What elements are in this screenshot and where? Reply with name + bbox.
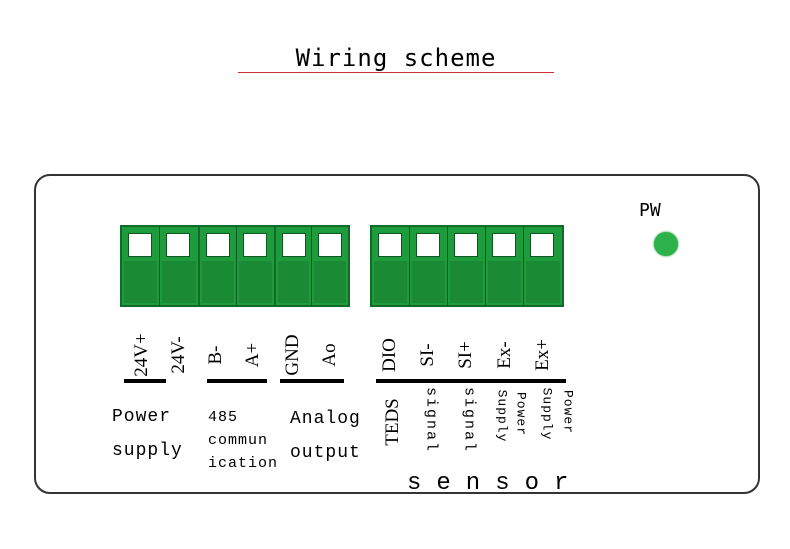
terminal-24v-plus (122, 227, 160, 305)
group-bar-power (124, 379, 166, 383)
terminal-block-analog (274, 225, 350, 307)
terminal-label: A+ (242, 342, 263, 368)
rs485-label: 485 commun ication (208, 409, 279, 472)
terminal-label: Ex- (494, 341, 515, 369)
terminal-label: SI+ (455, 341, 476, 369)
terminal-ao (312, 227, 348, 305)
terminal-a-plus (237, 227, 274, 305)
power-supply-label: Power supply (112, 407, 183, 461)
terminal-label: DIO (379, 338, 400, 372)
sensor-group-label: sensor (407, 470, 584, 497)
sensor-signal-label-2: signal (460, 386, 478, 454)
terminal-ex-minus (486, 227, 524, 305)
terminal-si-plus (448, 227, 486, 305)
terminal-label: SI- (417, 343, 438, 367)
terminal-dio (372, 227, 410, 305)
terminal-b-minus (200, 227, 238, 305)
terminal-label: 24V+ (131, 333, 152, 377)
terminal-label: 24V- (168, 336, 189, 374)
terminal-ex-plus (524, 227, 562, 305)
terminal-si-minus (410, 227, 448, 305)
sensor-exc-minus-label-1: Supply (494, 389, 510, 443)
group-bar-comm (207, 379, 267, 383)
sensor-teds-label: TEDS (382, 398, 403, 446)
diagram-title: Wiring scheme (295, 44, 497, 72)
pw-label: PW (639, 200, 661, 221)
sensor-exc-minus-label-2: Power (513, 391, 529, 437)
group-bar-sensor (376, 379, 566, 383)
analog-output-label: Analog output (290, 409, 361, 463)
terminal-label: Ex+ (532, 339, 553, 371)
terminal-block-comm (198, 225, 276, 307)
title-underline (238, 72, 554, 73)
terminal-label: GND (282, 334, 303, 376)
terminal-label: Ao (319, 343, 340, 367)
device-panel (34, 174, 760, 494)
terminal-gnd (276, 227, 313, 305)
terminal-block-sensor (370, 225, 564, 307)
terminal-block-power (120, 225, 200, 307)
sensor-signal-label-1: signal (422, 386, 440, 454)
terminal-label: B- (205, 345, 226, 365)
group-bar-analog (280, 379, 344, 383)
terminal-24v-minus (160, 227, 198, 305)
sensor-exc-plus-label-2: Power (560, 389, 576, 435)
sensor-exc-plus-label-1: Supply (539, 387, 555, 441)
power-led-icon (654, 232, 678, 256)
